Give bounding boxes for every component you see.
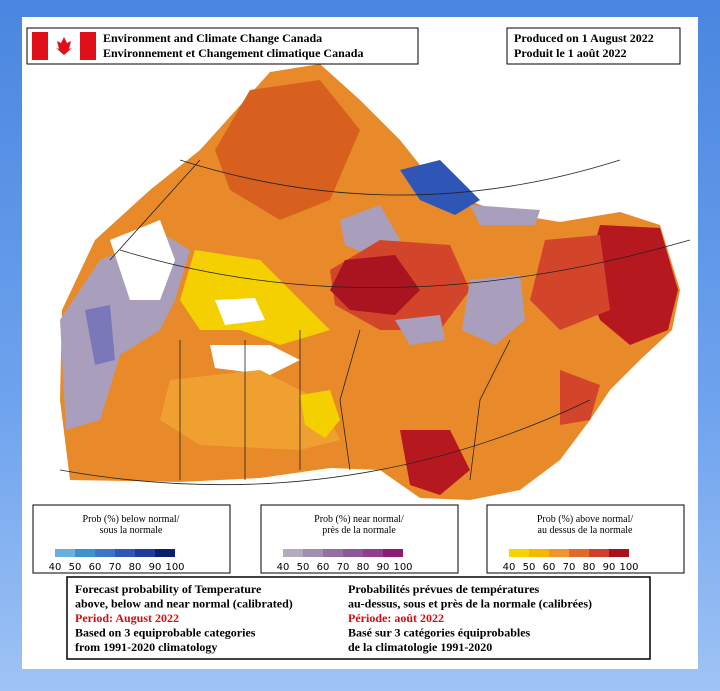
no-signal-area <box>215 298 265 325</box>
no-signal-area <box>110 220 175 300</box>
legend-tick: 100 <box>393 562 412 573</box>
legend-title: près de la normale <box>322 525 396 536</box>
legend-swatch <box>383 549 403 557</box>
legend-tick: 40 <box>503 562 516 573</box>
legend-swatch <box>363 549 383 557</box>
caption-line: Period: August 2022 <box>75 611 179 625</box>
legend-swatch <box>75 549 95 557</box>
legend-swatch <box>509 549 529 557</box>
dark-red-area <box>330 255 420 315</box>
legend-tick: 80 <box>357 562 370 573</box>
caption: Forecast probability of Temperatureabove… <box>75 582 592 654</box>
maple-leaf <box>56 37 72 55</box>
legend-swatch <box>135 549 155 557</box>
legend-tick: 80 <box>129 562 142 573</box>
legend-tick: 50 <box>297 562 310 573</box>
legend-title: sous la normale <box>100 525 163 536</box>
legend-tick: 60 <box>543 562 556 573</box>
no-signal-area <box>210 345 300 375</box>
red-area <box>215 80 360 220</box>
legend-tick: 90 <box>603 562 616 573</box>
caption-box <box>66 576 651 660</box>
red-area <box>560 370 600 425</box>
legend-swatch <box>589 549 609 557</box>
legend-swatch <box>569 549 589 557</box>
produced-box <box>506 27 681 65</box>
legend-swatch <box>303 549 323 557</box>
orange-area <box>160 370 340 450</box>
legend-swatch <box>609 549 629 557</box>
legend-swatch <box>155 549 175 557</box>
legend-tick: 90 <box>377 562 390 573</box>
legend-tick: 100 <box>165 562 184 573</box>
below-normal-area <box>400 160 480 215</box>
legend-tick: 50 <box>523 562 536 573</box>
legend-tick: 40 <box>49 562 62 573</box>
flag-band <box>32 32 48 60</box>
legend-swatch <box>323 549 343 557</box>
caption-line: Forecast probability of Temperature <box>75 582 262 596</box>
yellow-area <box>300 390 340 438</box>
legend-title: Prob (%) near normal/ <box>314 514 404 525</box>
caption-line: Probabilités prévues de températures <box>348 582 540 596</box>
legend-swatch <box>343 549 363 557</box>
legend-tick: 70 <box>563 562 576 573</box>
legend-tick: 70 <box>337 562 350 573</box>
legend-swatch <box>283 549 303 557</box>
caption-line: above, below and near normal (calibrated… <box>75 597 293 611</box>
map <box>59 64 691 500</box>
boundaries <box>59 159 691 486</box>
near-normal-area <box>462 275 525 345</box>
caption-line: de la climatologie 1991-2020 <box>348 640 492 654</box>
legend-tick: 40 <box>277 562 290 573</box>
legend-box <box>260 504 459 574</box>
legend-box <box>32 504 231 574</box>
legend-swatch <box>549 549 569 557</box>
legend-swatch <box>115 549 135 557</box>
legend-title: Prob (%) below normal/ <box>83 514 180 525</box>
legend-swatch <box>529 549 549 557</box>
red-area <box>530 235 610 330</box>
dark-red-area <box>400 430 470 495</box>
legend-tick: 100 <box>619 562 638 573</box>
legend-tick: 80 <box>583 562 596 573</box>
caption-line: Période: août 2022 <box>348 611 444 625</box>
caption-line: Based on 3 equiprobable categories <box>75 626 256 640</box>
legend-tick: 70 <box>109 562 122 573</box>
caption-line: from 1991-2020 climatology <box>75 640 217 654</box>
near-normal-area <box>395 315 445 345</box>
legend-box <box>486 504 685 574</box>
legend-tick: 60 <box>89 562 102 573</box>
near-normal-area <box>85 305 115 365</box>
legend-tick: 90 <box>149 562 162 573</box>
dark-red-area <box>585 225 678 345</box>
legend-tick: 50 <box>69 562 82 573</box>
caption-line: Basé sur 3 catégories équiprobables <box>348 626 531 640</box>
legend-swatch <box>95 549 115 557</box>
legend-tick: 60 <box>317 562 330 573</box>
legend-title: Prob (%) above normal/ <box>537 514 634 525</box>
produced-fr: Produit le 1 août 2022 <box>514 46 626 60</box>
agency-fr: Environnement et Changement climatique C… <box>103 46 363 60</box>
flag-band <box>80 32 96 60</box>
legend-swatch <box>55 549 75 557</box>
near-normal-area <box>470 205 540 225</box>
agency-en: Environment and Climate Change Canada <box>103 31 322 45</box>
produced-en: Produced on 1 August 2022 <box>514 31 654 45</box>
caption-line: au-dessus, sous et près de la normale (c… <box>348 597 592 611</box>
legend-title: au dessus de la normale <box>538 525 634 536</box>
